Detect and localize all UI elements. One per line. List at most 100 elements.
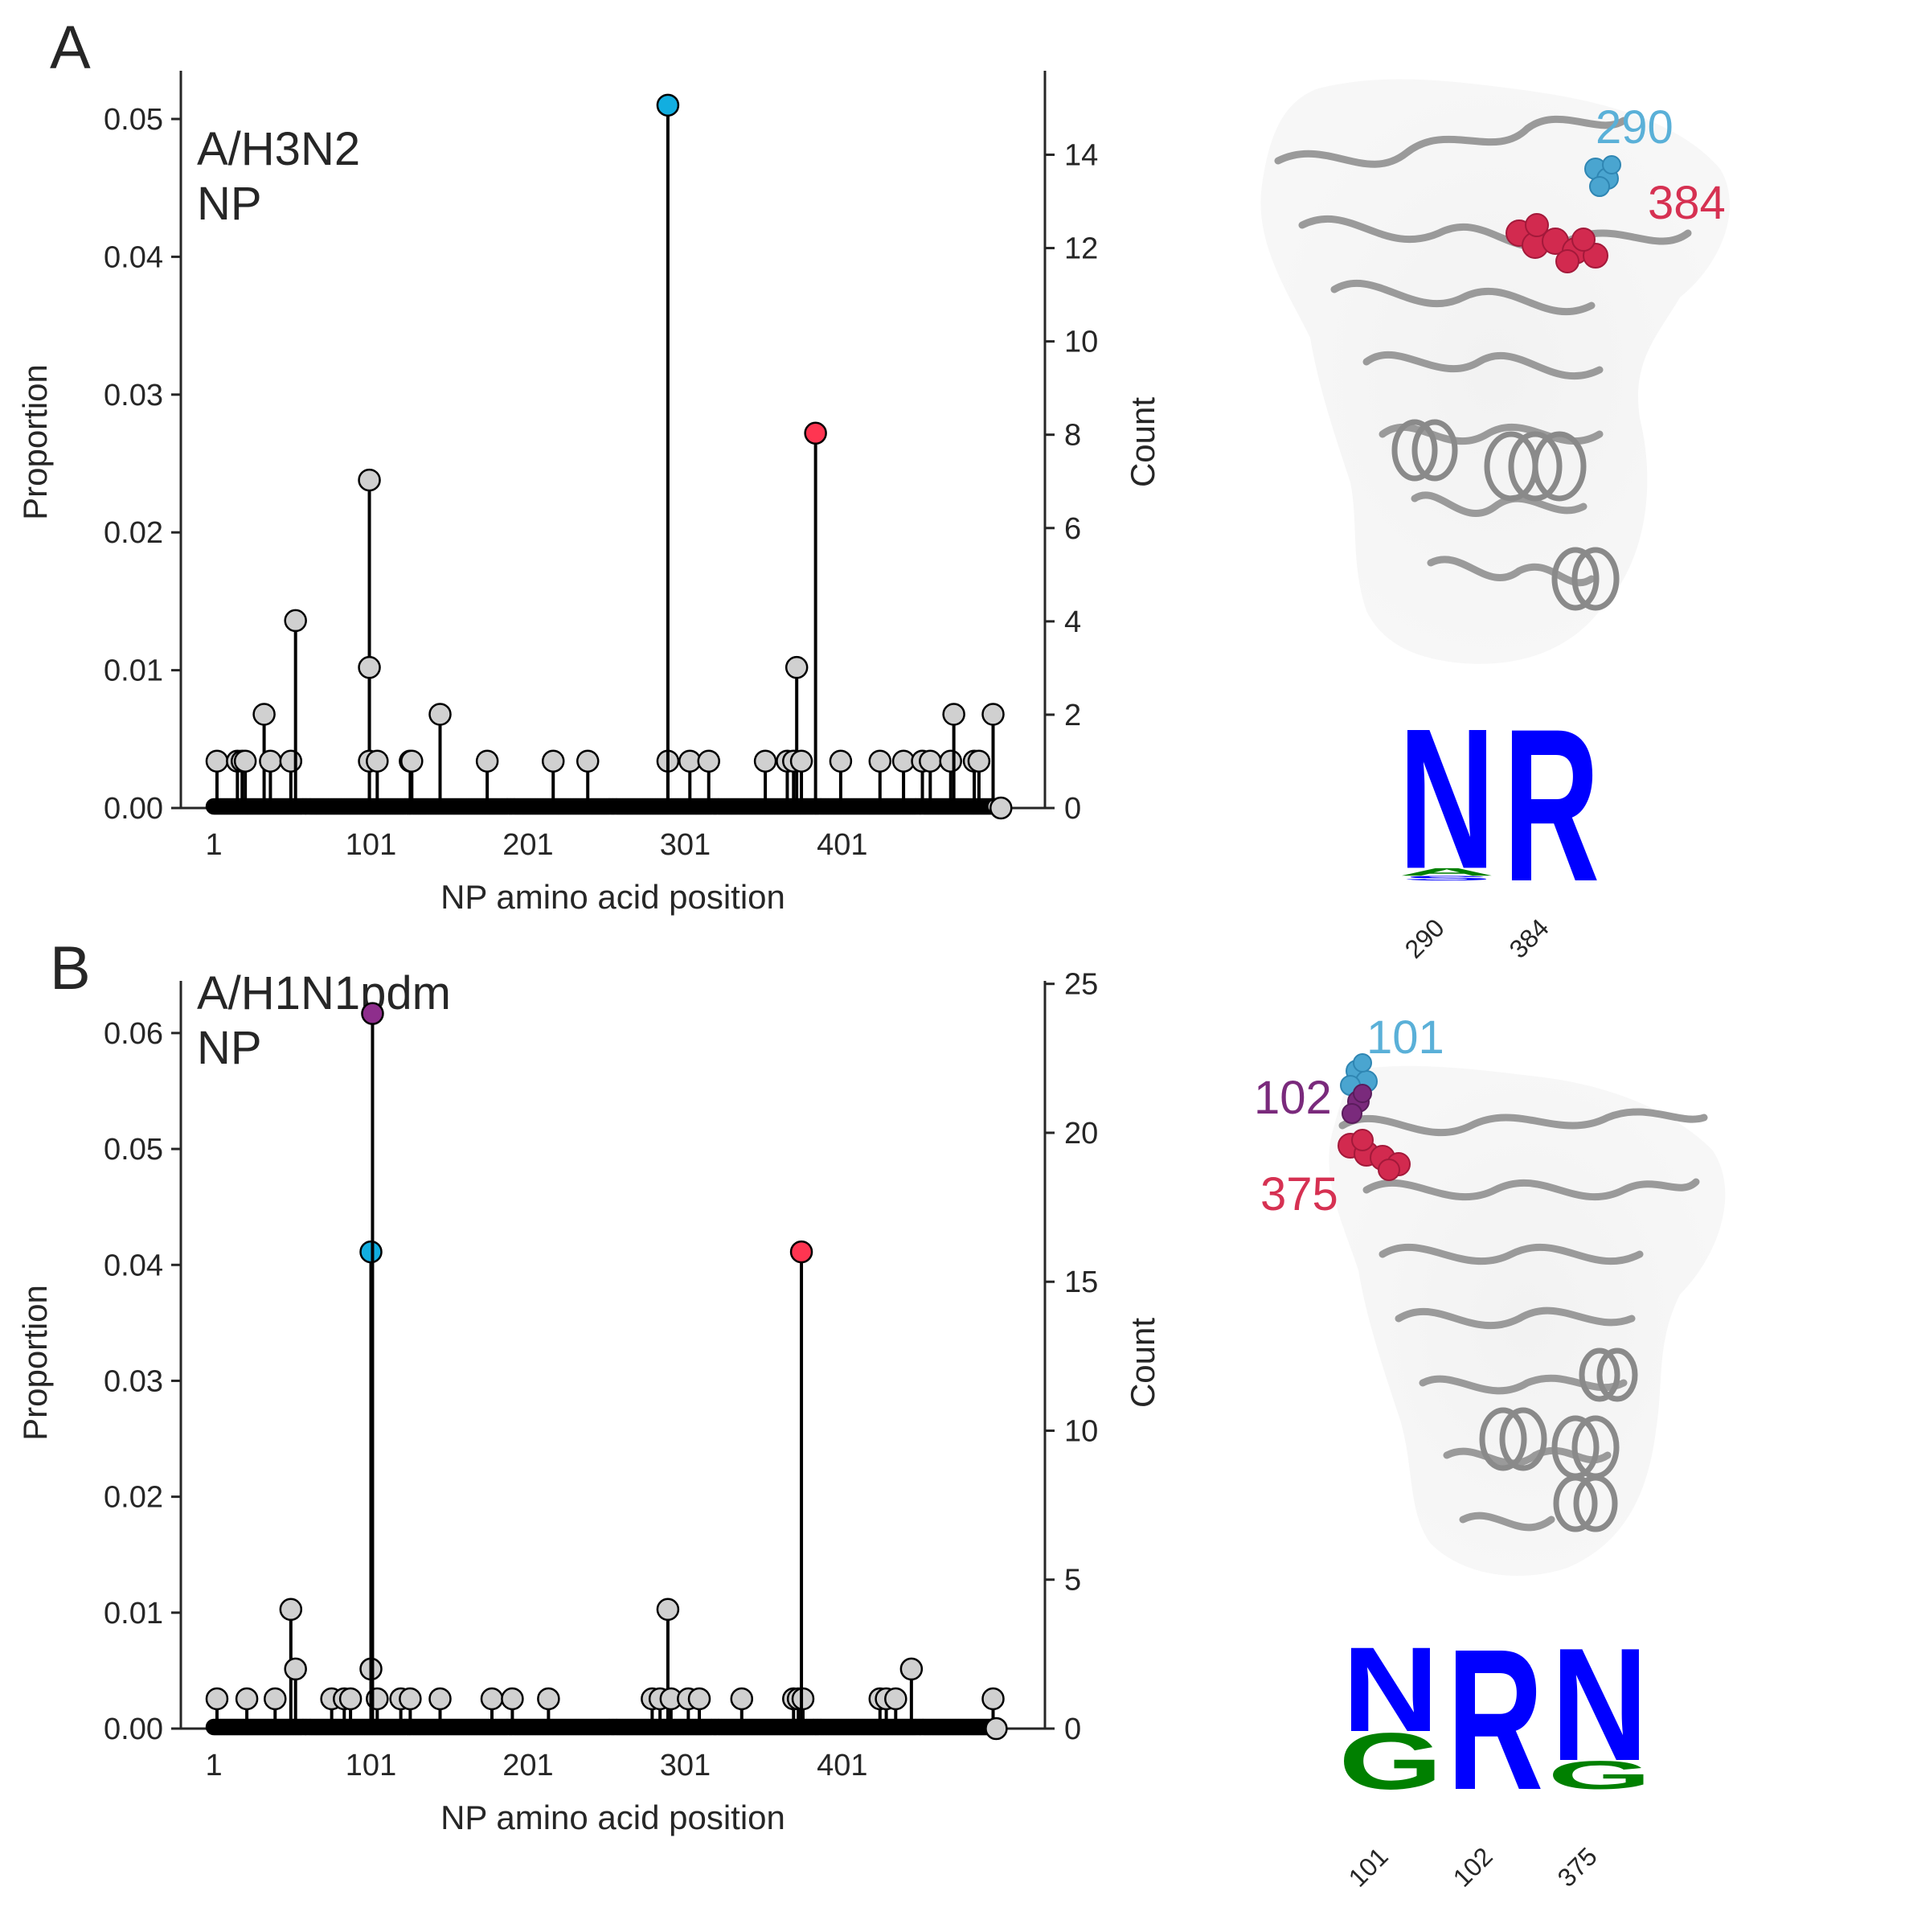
stem-marker: [475, 749, 499, 773]
stem-marker: [358, 468, 381, 492]
stem-marker: [252, 703, 276, 726]
stem-marker: [366, 749, 389, 773]
stem-marker: [687, 1687, 711, 1711]
logo-letter: S: [1402, 875, 1491, 882]
x-tick-label: 201: [502, 828, 553, 862]
site-label-290: 290: [1596, 101, 1674, 154]
y-right-axis-label: Count: [1124, 1318, 1161, 1408]
y-axis-label: Proportion: [16, 364, 54, 520]
y-axis-label: Proportion: [16, 1285, 54, 1441]
panel-label: A: [50, 14, 91, 82]
logo-site-label: 101: [1343, 1842, 1394, 1893]
y-right-tick-label: 14: [1064, 138, 1098, 172]
logo-letter: G: [1547, 1753, 1652, 1798]
protein-structure-b: 101 102 375: [1254, 1011, 1726, 1576]
structure-ribbon-a: [1274, 115, 1692, 587]
y-tick-label: 0.03: [104, 379, 163, 412]
stem-marker: [942, 703, 965, 726]
y-right-tick-label: 4: [1064, 605, 1081, 639]
y-tick-label: 0.06: [104, 1017, 163, 1051]
structure-surface-b: [1329, 1065, 1726, 1576]
stem-marker: [678, 749, 702, 773]
stem-marker: [939, 749, 962, 773]
stem-marker: [284, 1657, 307, 1681]
stem-marker: [981, 703, 1005, 726]
logo-letter: R: [1503, 683, 1600, 927]
structure-surface-a: [1260, 79, 1730, 664]
stem-marker: [891, 749, 916, 773]
stem-marker: [730, 1687, 754, 1711]
baseline-markers: [205, 798, 1003, 815]
y-right-tick-label: 25: [1064, 968, 1098, 1002]
chart-title-line: A/H1N1pdm: [197, 967, 451, 1019]
site-375-spheres: [1338, 1129, 1411, 1181]
logo-letter: R: [1447, 1608, 1543, 1832]
stem-marker: [264, 1687, 287, 1711]
x-axis-label: NP amino acid position: [440, 1799, 785, 1836]
x-tick-label: 401: [817, 1749, 867, 1782]
y-tick-label: 0.04: [104, 1249, 163, 1282]
stem-marker: [480, 1687, 504, 1711]
y-right-tick-label: 10: [1064, 1414, 1098, 1448]
chart-panel-a: 0.00 0.01 0.02 0.03 0.04 0.05 0 2 4 6 8 10 12 14 1 101 2…: [16, 14, 1161, 916]
x-tick-label: 101: [346, 828, 396, 862]
baseline-markers: [205, 1718, 1003, 1736]
highlight-marker-375: [789, 1240, 813, 1264]
y-tick-label: 0.02: [104, 516, 163, 550]
stem-marker: [656, 1598, 680, 1622]
site-102-spheres: [1342, 1084, 1372, 1124]
stem-marker: [967, 749, 991, 773]
logo-letter: N: [1342, 1622, 1439, 1757]
stem-marker: [785, 655, 809, 679]
logo-letter: N: [1551, 1615, 1648, 1795]
logo-site-label: 375: [1552, 1842, 1603, 1893]
chart-title-line: A/H3N2: [197, 123, 360, 175]
y-tick-label: 0.03: [104, 1364, 163, 1398]
stem-marker: [259, 749, 282, 773]
y-right-tick-label: 10: [1064, 326, 1098, 359]
highlight-marker-290: [656, 93, 680, 117]
x-axis-label: NP amino acid position: [440, 878, 785, 916]
y-right-tick-label: 20: [1064, 1117, 1098, 1151]
site-384-spheres: [1506, 213, 1608, 273]
stem-marker: [985, 1717, 1008, 1741]
y-right-tick-label: 8: [1064, 419, 1081, 453]
stem-marker: [284, 609, 307, 633]
stem-marker: [576, 749, 600, 773]
y-tick-label: 0.02: [104, 1481, 163, 1515]
site-label-102: 102: [1254, 1072, 1332, 1124]
structure-ribbon-b: [1338, 1108, 1708, 1532]
highlight-marker-384: [804, 421, 827, 445]
stem-marker: [400, 749, 424, 773]
y-right-axis-label: Count: [1124, 397, 1161, 487]
stem-marker: [501, 1687, 524, 1711]
stem-marker: [428, 703, 452, 726]
x-tick-label: 201: [502, 1749, 553, 1782]
stem-marker: [884, 1687, 907, 1711]
y-tick-label: 0.01: [104, 1597, 163, 1631]
structure-helices-b: [1479, 1347, 1638, 1532]
logo-site-label: 102: [1448, 1842, 1498, 1893]
x-tick-label: 1: [205, 1749, 222, 1782]
y-tick-label: 0.00: [104, 1713, 163, 1746]
stem-marker: [233, 749, 257, 773]
y-right-tick-label: 6: [1064, 512, 1081, 546]
stem-marker: [829, 749, 853, 773]
structure-helices-a: [1391, 419, 1620, 611]
stem-marker: [697, 749, 720, 773]
chart-panel-b: 0.00 0.01 0.02 0.03 0.04 0.05 0.06 0 5 10 15 20 25 1 1…: [16, 934, 1161, 1836]
panel-label: B: [50, 934, 91, 1003]
stem-marker: [205, 749, 229, 773]
x-tick-label: 101: [346, 1749, 396, 1782]
y-right-tick-label: 5: [1064, 1564, 1081, 1598]
y-tick-label: 0.00: [104, 792, 163, 826]
site-label-384: 384: [1648, 177, 1726, 229]
stem-marker: [279, 1598, 303, 1622]
stem-marker: [919, 749, 942, 773]
logo-letter: G: [1338, 1717, 1443, 1807]
y-right-tick-label: 0: [1064, 792, 1081, 826]
chart-title-line: NP: [197, 178, 262, 230]
site-label-375: 375: [1260, 1168, 1338, 1220]
